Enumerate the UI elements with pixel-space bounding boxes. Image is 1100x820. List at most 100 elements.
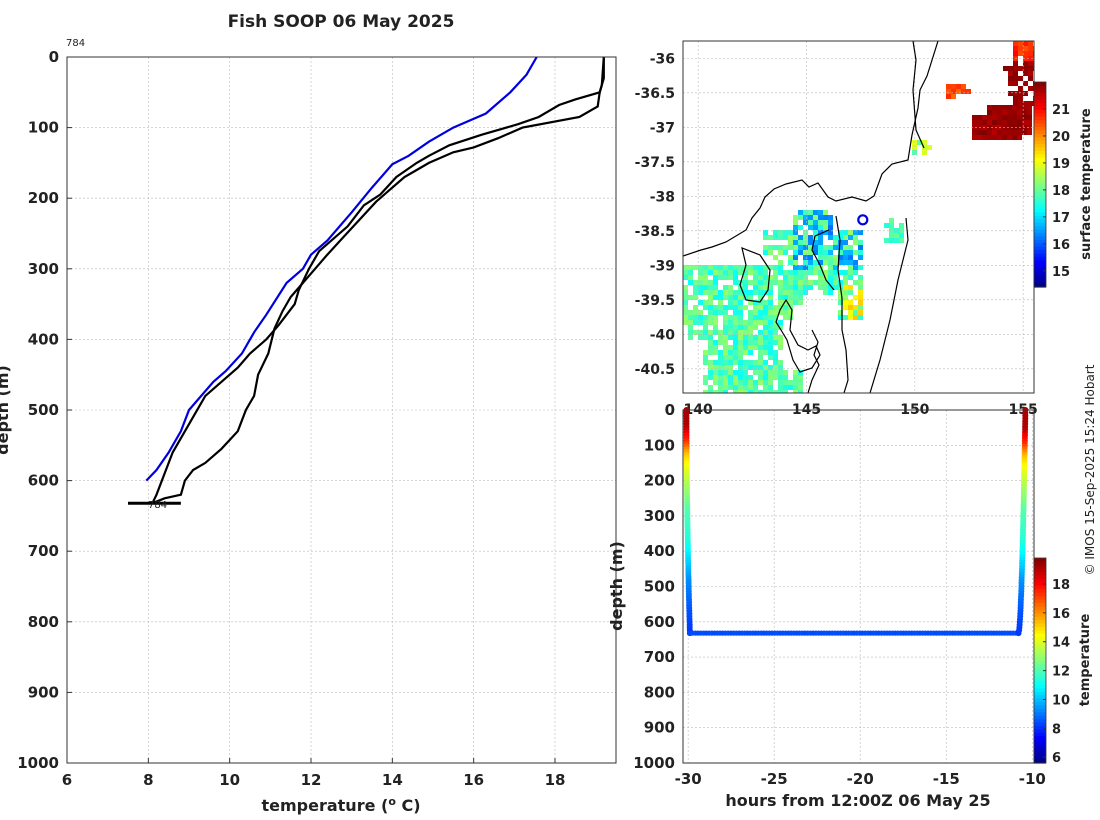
sst-pixel (813, 215, 818, 220)
sst-pixel (833, 245, 838, 250)
sst-pixel (743, 275, 748, 280)
sst-pixel (758, 365, 763, 370)
sst-pixel (733, 320, 738, 325)
sst-pixel (773, 350, 778, 355)
sst-pixel (808, 220, 813, 225)
sst-pixel (693, 290, 698, 295)
sst-pixel (778, 305, 783, 310)
sst-pixel (1028, 71, 1033, 76)
sst-pixel (758, 370, 763, 375)
sst-pixel (788, 315, 793, 320)
sst-pixel (773, 320, 778, 325)
sst-pixel (1023, 66, 1028, 71)
sst-pixel (683, 270, 688, 275)
map-colorbar-segment (1034, 283, 1046, 288)
sst-pixel (773, 335, 778, 340)
sst-pixel (698, 315, 703, 320)
sst-pixel (728, 265, 733, 270)
sst-pixel (683, 315, 688, 320)
section-colorbar-segment (1034, 742, 1046, 747)
section-y-tick-label: 300 (644, 507, 675, 525)
sst-pixel (828, 235, 833, 240)
sst-pixel (733, 300, 738, 305)
sst-pixel (703, 380, 708, 385)
sst-pixel (783, 370, 788, 375)
section-y-tick-label: 700 (644, 648, 675, 666)
sst-pixel (1013, 46, 1018, 51)
sst-pixel (1007, 125, 1012, 130)
sst-pixel (946, 94, 951, 99)
sst-pixel (743, 385, 748, 390)
sst-pixel (703, 305, 708, 310)
section-y-axis-label: depth (m) (607, 541, 626, 631)
sst-pixel (723, 360, 728, 365)
sst-pixel (708, 345, 713, 350)
sst-pixel (713, 285, 718, 290)
sst-pixel (748, 320, 753, 325)
sst-pixel (768, 390, 773, 393)
sst-pixel (1023, 51, 1028, 56)
profile-annotation-bottom: 784 (148, 500, 167, 511)
sst-pixel (778, 385, 783, 390)
section-colorbar-segment (1034, 715, 1046, 720)
sst-pixel (1027, 115, 1032, 120)
sst-pixel (808, 265, 813, 270)
sst-pixel (793, 285, 798, 290)
profile-x-tick-label: 10 (219, 771, 240, 789)
sst-pixel (753, 345, 758, 350)
sst-pixel (838, 310, 843, 315)
sst-pixel (743, 320, 748, 325)
sst-pixel (723, 285, 728, 290)
sst-pixel (748, 335, 753, 340)
sst-pixel (798, 270, 803, 275)
map-colorbar-frame (1033, 81, 1047, 288)
section-colorbar-tick-label: 6 (1052, 751, 1061, 766)
sst-pixel (748, 350, 753, 355)
sst-pixel (1017, 110, 1022, 115)
map-y-tick-label: -38.5 (635, 224, 675, 240)
sst-pixel (972, 130, 977, 135)
sst-pixel (763, 340, 768, 345)
sst-pixel (778, 270, 783, 275)
sst-pixel (808, 240, 813, 245)
sst-pixel (743, 390, 748, 393)
sst-pixel (758, 305, 763, 310)
sst-pixel (793, 250, 798, 255)
sst-pixel (733, 265, 738, 270)
sst-pixel (763, 235, 768, 240)
map-colorbar-segment (1034, 129, 1046, 134)
profile-y-tick-label: 600 (28, 472, 59, 490)
sst-pixel (1017, 115, 1022, 120)
sst-pixel (956, 84, 961, 89)
sst-pixel (703, 265, 708, 270)
sst-pixel (858, 275, 863, 280)
sst-pixel (723, 275, 728, 280)
sst-pixel (798, 225, 803, 230)
sst-pixel (843, 315, 848, 320)
sst-pixel (788, 385, 793, 390)
sst-pixel (758, 270, 763, 275)
sst-pixel (768, 330, 773, 335)
section-colorbar-segment (1034, 605, 1046, 610)
map-colorbar-segment (1034, 133, 1046, 138)
sst-pixel (798, 295, 803, 300)
sst-pixel (982, 120, 987, 125)
sst-pixel (748, 340, 753, 345)
sst-pixel (997, 120, 1002, 125)
sst-pixel (718, 330, 723, 335)
sst-pixel (698, 290, 703, 295)
sst-pixel (753, 325, 758, 330)
sst-pixel (733, 305, 738, 310)
section-y-tick-label: 0 (665, 401, 675, 419)
section-colorbar-segment (1034, 660, 1046, 665)
sst-pixel (708, 335, 713, 340)
sst-pixel (718, 365, 723, 370)
sst-pixel (703, 360, 708, 365)
profile-y-tick-label: 700 (28, 542, 59, 560)
sst-pixel (683, 265, 688, 270)
sst-pixel (1017, 130, 1022, 135)
sst-pixel (778, 380, 783, 385)
sst-pixel (818, 250, 823, 255)
sst-pixel (793, 265, 798, 270)
sst-pixel (987, 105, 992, 110)
